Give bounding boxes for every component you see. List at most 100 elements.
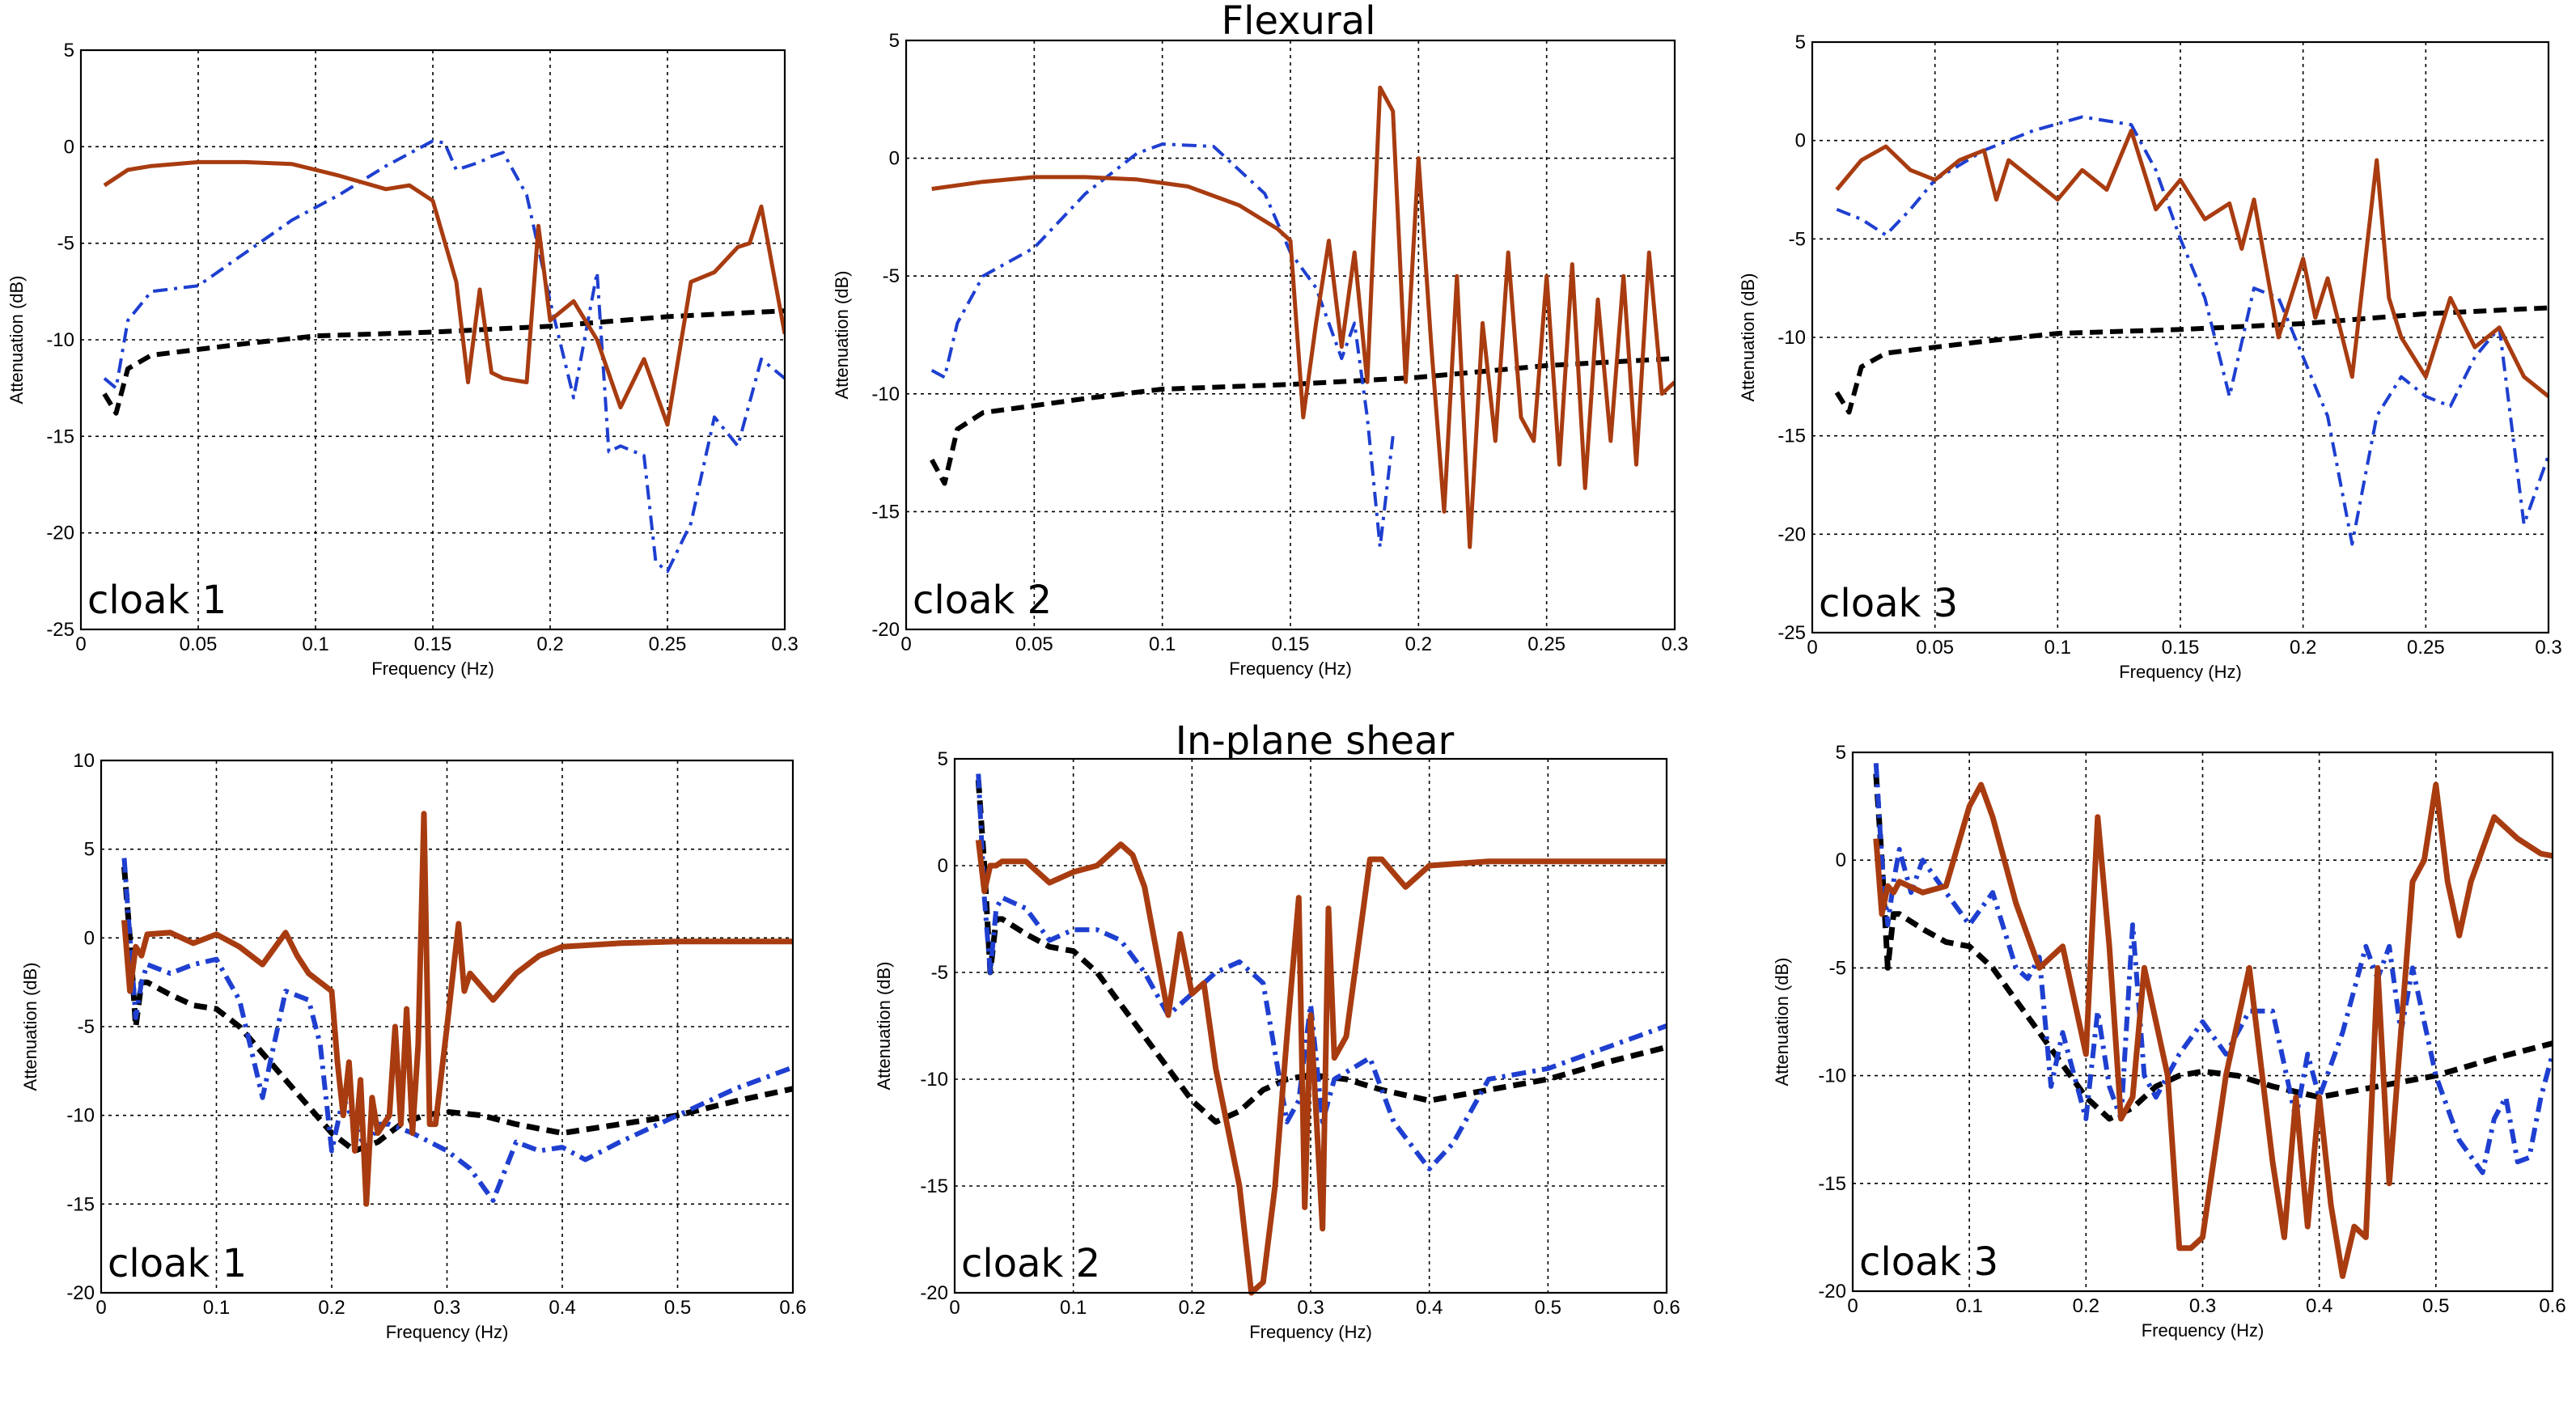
series-line-dashdot <box>103 139 785 574</box>
panel-label: cloak 2 <box>961 1241 1100 1286</box>
y-tick-label: -10 <box>1818 1065 1846 1087</box>
y-axis-label: Attenuation (dB) <box>1772 958 1792 1086</box>
x-tick-label: 0.2 <box>2073 1295 2099 1317</box>
plot-frame <box>100 759 794 1294</box>
x-tick-label: 0.05 <box>1015 633 1053 655</box>
x-tick-label: 0.3 <box>2189 1295 2216 1317</box>
x-tick-label: 0 <box>900 633 911 655</box>
y-axis-label: Attenuation (dB) <box>6 276 27 405</box>
x-tick-label: 0.4 <box>549 1297 575 1319</box>
x-tick-label: 0.05 <box>180 633 218 655</box>
y-tick-label: -10 <box>46 329 74 351</box>
series-group <box>1834 115 2548 546</box>
panel-label: cloak 1 <box>108 1241 247 1286</box>
x-tick-label: 0.25 <box>2407 637 2445 659</box>
series-line-solid <box>121 811 793 1207</box>
series-line-dashdot <box>976 773 1667 1171</box>
x-tick-label: 0.4 <box>2306 1295 2332 1317</box>
chart-panel-2: 0 0.05 0.1 0.15 0.2 0.25 0.3 5 0 -5 -10 -15 -20 Frequ… <box>832 30 1688 679</box>
y-tick-label: 0 <box>1836 849 1846 871</box>
row-title-in-plane-shear: In-plane shear <box>1176 718 1455 764</box>
y-tick-label: -20 <box>871 619 900 641</box>
x-axis-label: Frequency (Hz) <box>371 659 494 679</box>
y-tick-label: -25 <box>1777 622 1806 644</box>
x-axis-label: Frequency (Hz) <box>2142 1320 2265 1341</box>
series-group <box>121 811 793 1207</box>
y-tick-label: 5 <box>938 748 948 770</box>
x-tick-label: 0.3 <box>434 1297 460 1319</box>
chart-panel-5: 0 0.1 0.2 0.3 0.4 0.5 0.6 5 0 -5 -10 -15 -20 Frequenc… <box>874 748 1680 1342</box>
plot-frame <box>79 49 786 631</box>
x-tick-label: 0.1 <box>203 1297 230 1319</box>
series-line-solid <box>931 85 1675 549</box>
y-tick-label: 0 <box>64 136 74 158</box>
x-tick-label: 0.3 <box>2535 637 2561 659</box>
series-line-solid <box>103 159 785 427</box>
x-tick-label: 0.3 <box>771 633 798 655</box>
y-axis-label: Attenuation (dB) <box>1738 273 1758 402</box>
panel-label: cloak 2 <box>913 578 1052 623</box>
chart-panel-4: 0 0.1 0.2 0.3 0.4 0.5 0.6 10 5 0 -5 -10 -15 -20 Freque… <box>20 750 807 1342</box>
y-tick-label: 5 <box>84 839 95 861</box>
y-tick-label: -20 <box>920 1282 948 1304</box>
x-tick-label: 0.2 <box>2290 637 2316 659</box>
x-tick-label: 0.3 <box>1661 633 1688 655</box>
series-line-dashdot <box>1836 115 2548 546</box>
y-tick-label: 0 <box>1795 130 1806 152</box>
panel-label: cloak 3 <box>1859 1239 1998 1285</box>
x-axis-label: Frequency (Hz) <box>386 1322 509 1342</box>
plot-frame <box>905 39 1676 631</box>
x-tick-label: 0 <box>1807 637 1817 659</box>
series-line-dashed <box>1873 773 2553 1122</box>
x-axis-label: Frequency (Hz) <box>2119 662 2242 682</box>
plot-frame <box>1851 751 2554 1293</box>
y-tick-label: -15 <box>1818 1173 1846 1195</box>
plot-frame <box>953 757 1668 1294</box>
x-axis-label: Frequency (Hz) <box>1249 1322 1372 1342</box>
chart-panel-1: 0 0.05 0.1 0.15 0.2 0.25 0.3 5 0 -5 -10 -15 -20 -25 Fr… <box>6 40 799 679</box>
x-tick-label: 0.1 <box>1060 1297 1087 1319</box>
series-group <box>930 85 1675 549</box>
x-tick-label: 0.6 <box>1653 1297 1680 1319</box>
x-tick-label: 0.25 <box>649 633 687 655</box>
x-tick-label: 0.3 <box>1297 1297 1324 1319</box>
y-tick-label: -20 <box>46 523 74 544</box>
x-axis-label: Frequency (Hz) <box>1229 659 1352 679</box>
y-tick-label: 5 <box>1836 742 1846 764</box>
x-tick-label: 0.6 <box>2539 1295 2565 1317</box>
x-tick-label: 0.15 <box>2162 637 2200 659</box>
y-tick-label: -15 <box>46 426 74 447</box>
y-tick-label: -10 <box>66 1105 95 1127</box>
y-tick-label: -5 <box>78 1016 95 1038</box>
x-tick-label: 0 <box>1847 1295 1858 1317</box>
y-tick-label: 5 <box>1795 32 1806 53</box>
y-tick-label: -10 <box>871 383 900 405</box>
y-axis-label: Attenuation (dB) <box>20 963 40 1091</box>
x-tick-label: 0.1 <box>1149 633 1176 655</box>
y-tick-label: -5 <box>57 233 74 255</box>
panel-label: cloak 3 <box>1819 581 1958 626</box>
x-tick-label: 0 <box>75 633 86 655</box>
y-tick-label: -10 <box>1777 327 1806 349</box>
y-tick-label: 5 <box>889 30 900 52</box>
x-tick-label: 0.2 <box>536 633 563 655</box>
x-tick-label: 0.5 <box>664 1297 691 1319</box>
x-tick-label: 0.1 <box>302 633 328 655</box>
y-tick-label: -5 <box>1829 957 1846 979</box>
y-axis-label: Attenuation (dB) <box>832 271 852 400</box>
x-tick-label: 0.4 <box>1416 1297 1443 1319</box>
chart-panel-6: 0 0.1 0.2 0.3 0.4 0.5 0.6 5 0 -5 -10 -15 -20 Frequenc… <box>1772 742 2566 1341</box>
y-tick-label: -20 <box>1777 523 1806 545</box>
y-tick-label: 10 <box>73 750 95 772</box>
y-axis-label: Attenuation (dB) <box>874 962 894 1091</box>
y-tick-label: -5 <box>931 962 948 984</box>
y-tick-label: 0 <box>84 927 95 949</box>
y-tick-label: -10 <box>920 1069 948 1091</box>
y-tick-label: -15 <box>66 1193 95 1215</box>
y-tick-label: -20 <box>1818 1281 1846 1303</box>
y-tick-label: -15 <box>871 501 900 523</box>
x-tick-label: 0.2 <box>318 1297 345 1319</box>
x-tick-label: 0 <box>95 1297 106 1319</box>
x-tick-label: 0.1 <box>1955 1295 1982 1317</box>
